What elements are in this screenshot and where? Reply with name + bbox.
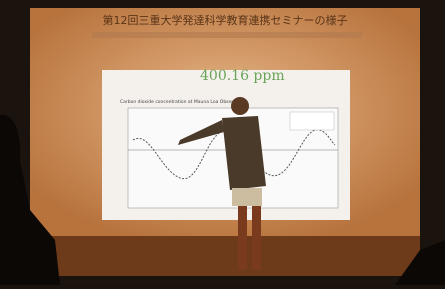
photo: 第12回三重大学発達科学教育連携セミナーの様子 400.16 ppm Carbo… (0, 0, 445, 285)
presenter-head (231, 97, 249, 115)
presenter-shorts (232, 188, 262, 206)
banner-subtext (92, 32, 362, 38)
presenter-leg (238, 206, 247, 270)
slide-legend (290, 112, 334, 130)
slide-reading: 400.16 ppm (200, 68, 285, 84)
slide-chart-title: Carbon dioxide concentration at Mauna Lo… (120, 99, 248, 105)
banner-title: 第12回三重大学発達科学教育連携セミナーの様子 (103, 13, 348, 27)
stage (30, 236, 420, 276)
presenter-leg (252, 206, 261, 270)
